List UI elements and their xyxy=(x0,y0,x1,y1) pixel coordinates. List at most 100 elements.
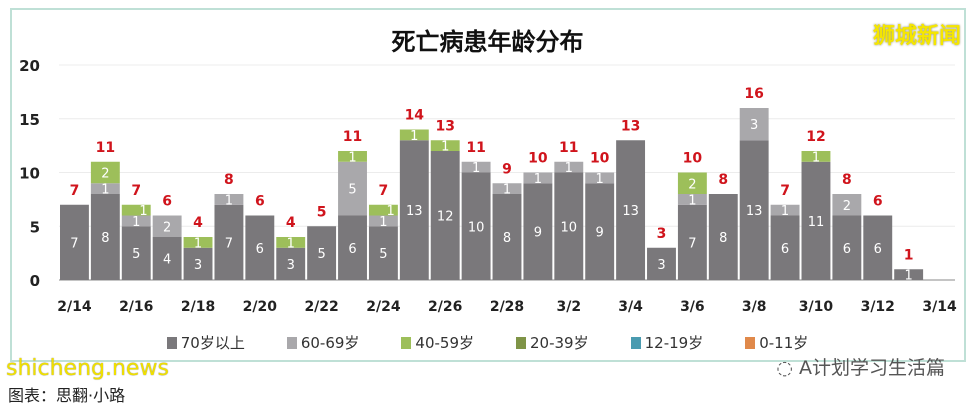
total-label: 7 xyxy=(379,183,389,199)
segment-label: 1 xyxy=(781,204,789,219)
x-tick-label: 2/24 xyxy=(366,299,401,315)
y-tick-label: 10 xyxy=(19,165,40,183)
x-tick-label: 2/26 xyxy=(428,299,462,315)
x-tick-label: 2/20 xyxy=(243,299,278,315)
bar-segment xyxy=(338,151,367,162)
bar-segment xyxy=(739,108,769,141)
legend-label: 0-11岁 xyxy=(759,334,809,352)
total-label: 6 xyxy=(162,194,172,210)
segment-label: 8 xyxy=(503,231,511,246)
bar-segment xyxy=(523,172,553,184)
segment-label: 7 xyxy=(688,236,696,251)
bar-segment xyxy=(863,215,893,280)
segment-label: 1 xyxy=(503,183,511,198)
segment-label: 1 xyxy=(596,172,604,187)
segment-label: 13 xyxy=(746,204,763,219)
x-tick-label: 3/14 xyxy=(922,299,957,315)
total-label: 8 xyxy=(224,172,234,188)
total-label: 12 xyxy=(806,129,825,145)
segment-label: 13 xyxy=(622,204,639,219)
bar-segment xyxy=(585,172,615,184)
legend-swatch xyxy=(630,337,641,349)
total-label: 11 xyxy=(343,129,362,145)
bar-segment xyxy=(307,226,337,280)
wechat-watermark: ◌ A计划学习生活篇 xyxy=(776,357,945,379)
x-tick-label: 3/8 xyxy=(742,299,767,315)
legend-label: 40-59岁 xyxy=(415,334,475,352)
segment-label: 2 xyxy=(843,199,851,214)
legend: 70岁以上 60-69岁 40-59岁 20-39岁 12-19岁 0-11岁 xyxy=(0,332,975,353)
segment-label: 9 xyxy=(596,226,604,241)
total-label: 9 xyxy=(502,161,512,177)
y-tick-label: 5 xyxy=(30,218,40,236)
x-tick-label: 3/10 xyxy=(799,299,834,315)
x-tick-label: 2/22 xyxy=(304,299,338,315)
total-label: 1 xyxy=(904,247,914,263)
legend-item: 0-11岁 xyxy=(745,332,808,353)
total-label: 8 xyxy=(842,172,852,188)
bar-segment xyxy=(368,226,398,280)
segment-label: 9 xyxy=(534,226,542,241)
bar-segment xyxy=(214,204,244,280)
segment-label: 6 xyxy=(781,242,789,257)
bar-segment xyxy=(677,204,707,280)
bar-segment xyxy=(430,151,460,280)
total-label: 11 xyxy=(559,140,578,156)
total-label: 3 xyxy=(657,226,667,242)
legend-item: 60-69岁 xyxy=(286,332,359,353)
segment-label: 3 xyxy=(750,118,758,133)
segment-label: 1 xyxy=(225,193,233,208)
bar-segment xyxy=(894,269,924,280)
segment-label: 2 xyxy=(688,177,696,192)
legend-swatch xyxy=(401,337,412,349)
x-tick-label: 2/18 xyxy=(181,299,215,315)
legend-label: 12-19岁 xyxy=(644,334,704,352)
x-tick-label: 3/2 xyxy=(556,299,581,315)
bar-segment xyxy=(770,215,800,280)
bar-segment xyxy=(832,215,862,280)
bar-segment xyxy=(368,215,398,227)
segment-label: 1 xyxy=(139,204,147,219)
segment-label: 4 xyxy=(163,253,171,268)
bar-segment xyxy=(492,194,522,280)
segment-label: 1 xyxy=(472,161,480,176)
total-label: 11 xyxy=(466,140,485,156)
segment-label: 3 xyxy=(194,258,202,273)
bar-segment xyxy=(121,215,151,227)
segment-label: 1 xyxy=(194,236,202,251)
total-label: 13 xyxy=(621,118,640,134)
bar-segment xyxy=(183,237,213,248)
bar-segment xyxy=(152,215,182,237)
bar-segment xyxy=(60,204,89,280)
bar-segment xyxy=(121,226,151,280)
bar-segment xyxy=(399,140,429,280)
wechat-account: A计划学习生活篇 xyxy=(799,357,945,379)
legend-item: 20-39岁 xyxy=(516,332,589,353)
total-label: 6 xyxy=(255,194,265,210)
segment-label: 11 xyxy=(808,215,825,230)
bar-segment xyxy=(461,172,491,280)
total-label: 4 xyxy=(286,215,296,231)
segment-label: 10 xyxy=(561,220,578,235)
bar-segment xyxy=(368,204,398,216)
total-label: 7 xyxy=(780,183,790,199)
segment-label: 1 xyxy=(379,215,387,230)
bar-segment xyxy=(677,172,707,194)
total-label: 14 xyxy=(405,108,425,124)
total-label: 13 xyxy=(435,118,454,134)
total-label: 5 xyxy=(317,204,327,220)
x-tick-label: 3/12 xyxy=(861,299,895,315)
bar-segment xyxy=(399,129,429,141)
chart-title: 死亡病患年龄分布 xyxy=(391,28,584,56)
segment-label: 6 xyxy=(256,242,264,257)
segment-label: 1 xyxy=(441,140,449,155)
segment-label: 10 xyxy=(468,220,485,235)
bar-segment xyxy=(245,215,275,280)
bar-segment xyxy=(338,215,367,280)
segment-label: 1 xyxy=(534,172,542,187)
x-tick-label: 2/14 xyxy=(57,299,92,315)
segment-label: 1 xyxy=(287,236,295,251)
bar-segment xyxy=(523,183,553,280)
segment-label: 6 xyxy=(843,242,851,257)
bar-segment xyxy=(214,194,244,205)
